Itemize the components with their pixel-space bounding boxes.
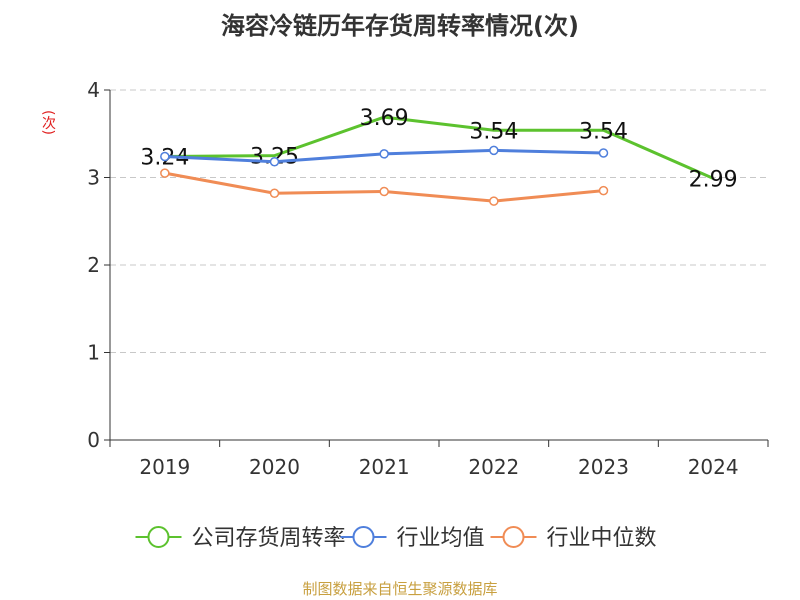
x-tick-label: 2023 <box>578 455 629 479</box>
data-point-3 <box>598 185 609 196</box>
x-tick-label: 2022 <box>468 455 519 479</box>
y-tick-label: 2 <box>87 253 100 277</box>
data-label: 3.54 <box>469 119 518 144</box>
legend-label: 行业中位数 <box>547 526 657 551</box>
x-tick-label: 2024 <box>688 455 739 479</box>
data-point-3 <box>269 188 280 198</box>
data-point-2 <box>160 151 170 162</box>
legend-marker <box>147 526 170 548</box>
data-point-3 <box>379 186 389 197</box>
legend-label: 公司存货周转率 <box>192 526 346 551</box>
y-tick-label: 4 <box>87 78 100 102</box>
data-point-3 <box>160 168 170 178</box>
data-label: 2.99 <box>689 167 738 192</box>
y-axis-label: (次) <box>40 110 56 135</box>
legend-marker <box>352 526 375 548</box>
y-tick-label: 3 <box>87 166 100 190</box>
data-source-note: 制图数据来自恒生聚源数据库 <box>302 580 498 598</box>
data-point-3 <box>489 196 499 206</box>
y-tick-label: 1 <box>87 341 100 365</box>
data-label: 3.54 <box>579 119 628 144</box>
data-point-2 <box>598 148 609 158</box>
data-label: 3.69 <box>360 106 409 131</box>
x-tick-label: 2019 <box>139 455 190 479</box>
x-tick-label: 2020 <box>249 455 300 479</box>
series-line-1 <box>164 115 714 180</box>
x-tick-label: 2021 <box>359 455 410 479</box>
chart-title: 海容冷链历年存货周转率情况(次) <box>221 12 579 40</box>
data-point-2 <box>269 157 280 167</box>
legend-marker <box>502 526 525 548</box>
legend-label: 行业均值 <box>397 526 485 551</box>
data-point-2 <box>379 149 389 159</box>
data-point-2 <box>489 145 499 156</box>
y-tick-label: 0 <box>87 428 100 452</box>
